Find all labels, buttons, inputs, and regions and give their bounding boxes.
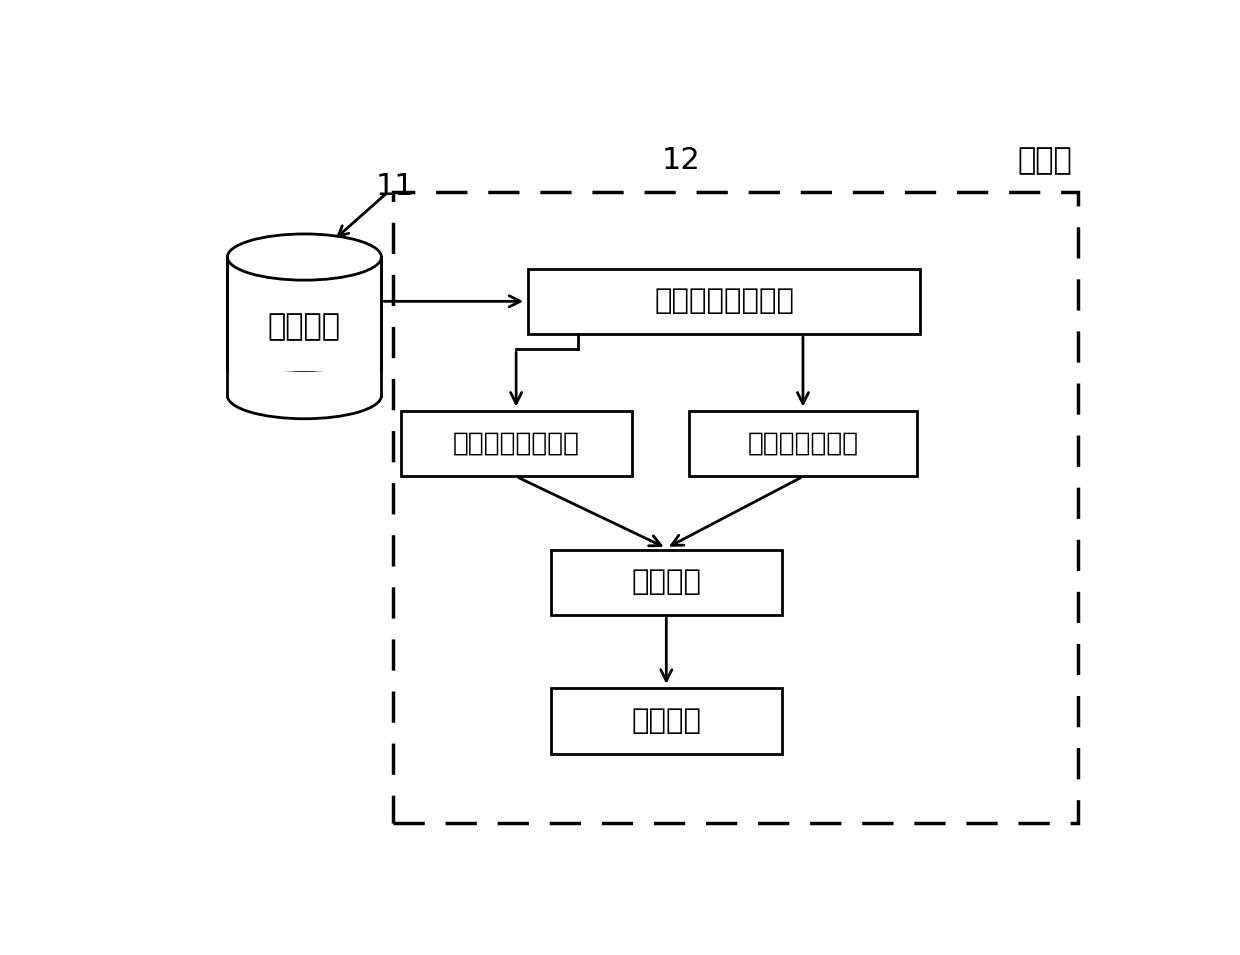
Bar <box>393 192 1079 823</box>
Text: 检查部: 检查部 <box>1017 146 1073 175</box>
Bar <box>551 550 781 615</box>
Bar <box>401 411 631 477</box>
Text: 判断机构: 判断机构 <box>631 568 702 596</box>
Text: 部件数计算机构: 部件数计算机构 <box>748 431 858 456</box>
Text: 电源网络提取机构: 电源网络提取机构 <box>653 287 794 315</box>
Bar <box>689 411 916 477</box>
Bar <box>551 689 781 753</box>
Ellipse shape <box>227 234 382 280</box>
Bar <box>227 257 382 395</box>
Text: 12: 12 <box>661 146 701 175</box>
Bar <box>528 268 920 334</box>
Bar <box>226 371 383 395</box>
Text: 网络列表: 网络列表 <box>268 312 341 341</box>
Text: 11: 11 <box>376 172 414 201</box>
Text: 部件编号提取机构: 部件编号提取机构 <box>453 431 579 456</box>
Text: 显示机构: 显示机构 <box>631 707 702 735</box>
Ellipse shape <box>227 372 382 418</box>
